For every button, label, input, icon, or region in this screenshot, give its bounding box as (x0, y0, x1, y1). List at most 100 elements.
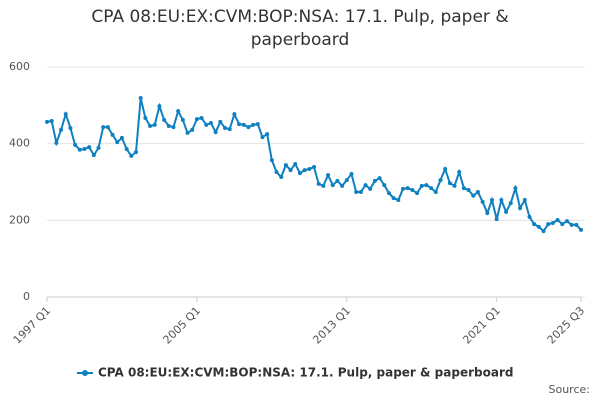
data-point (372, 178, 377, 183)
data-point (316, 181, 321, 186)
data-point (564, 219, 569, 224)
x-tick-label: 2013 Q1 (310, 304, 353, 347)
data-point (419, 183, 424, 188)
data-point (527, 214, 532, 219)
data-point (87, 145, 92, 150)
data-point (110, 132, 115, 137)
data-point (457, 170, 462, 175)
data-point (550, 221, 555, 226)
data-point (143, 115, 148, 120)
data-point (115, 140, 120, 145)
data-point (283, 163, 288, 168)
data-point (208, 120, 213, 125)
data-point (363, 183, 368, 188)
series-line (46, 97, 582, 233)
data-point (358, 189, 363, 194)
data-point (480, 199, 485, 204)
data-point (241, 122, 246, 127)
data-point (297, 171, 302, 176)
data-point (49, 119, 54, 124)
x-tick-label: 2025 Q3 (545, 304, 588, 347)
y-tick-label: 0 (23, 290, 30, 303)
chart-title: CPA 08:EU:EX:CVM:BOP:NSA: 17.1. Pulp, pa… (91, 7, 509, 50)
data-point (330, 183, 335, 188)
data-point (452, 183, 457, 188)
data-point (138, 96, 143, 101)
data-point (223, 125, 227, 130)
data-point (579, 227, 583, 232)
data-point (119, 135, 124, 140)
x-tick-label: 2021 Q1 (460, 304, 503, 347)
data-point (279, 175, 284, 180)
data-point (532, 222, 537, 227)
data-point (485, 211, 490, 216)
data-point (227, 127, 232, 132)
data-point (541, 229, 546, 234)
data-point (204, 122, 209, 127)
data-point (288, 168, 293, 173)
data-point (447, 181, 452, 186)
data-point (124, 147, 129, 152)
data-point (82, 147, 87, 152)
data-point (218, 119, 223, 124)
data-point (518, 206, 523, 211)
data-point (466, 188, 471, 193)
data-point (45, 119, 49, 124)
data-point (68, 125, 73, 130)
source: Source: (549, 383, 591, 396)
data-point (246, 125, 251, 130)
data-point (166, 124, 171, 129)
data-point (152, 122, 157, 127)
data-point (232, 112, 237, 117)
data-point (504, 209, 509, 214)
data-point (157, 104, 162, 109)
data-point (134, 150, 138, 155)
data-point (302, 168, 307, 173)
data-point (63, 112, 68, 117)
data-point (269, 158, 274, 163)
data-point (251, 122, 256, 127)
data-point (265, 132, 270, 137)
data-point (190, 127, 195, 132)
data-point (475, 189, 480, 194)
data-point (382, 183, 387, 188)
data-point (490, 198, 494, 203)
data-point (415, 191, 420, 196)
data-point (424, 183, 429, 188)
data-point (162, 117, 167, 122)
data-point (377, 176, 382, 181)
data-point (59, 127, 64, 132)
data-point (574, 222, 579, 227)
data-point (260, 135, 265, 140)
data-point (405, 186, 410, 191)
data-point (340, 183, 345, 188)
data-point (307, 166, 312, 171)
data-point (77, 147, 82, 152)
data-point (96, 145, 101, 150)
data-point (396, 198, 401, 203)
data-point (386, 191, 391, 196)
data-point (321, 183, 326, 188)
data-point (513, 186, 518, 191)
data-point (199, 115, 204, 120)
data-point (213, 130, 218, 135)
data-point (129, 153, 134, 158)
legend-label: CPA 08:EU:EX:CVM:BOP:NSA: 17.1. Pulp, pa… (98, 366, 513, 380)
data-point (185, 130, 190, 135)
data-point (569, 222, 574, 227)
data-point (401, 186, 405, 191)
data-point (293, 161, 298, 166)
data-point (560, 222, 565, 227)
data-point (344, 178, 349, 183)
data-point (326, 173, 331, 178)
data-point (194, 117, 199, 122)
data-point (429, 186, 434, 191)
data-point (54, 140, 59, 145)
data-point (433, 189, 438, 194)
data-point (508, 201, 513, 206)
data-point (180, 117, 185, 122)
data-point (255, 122, 260, 127)
data-point (73, 142, 78, 147)
